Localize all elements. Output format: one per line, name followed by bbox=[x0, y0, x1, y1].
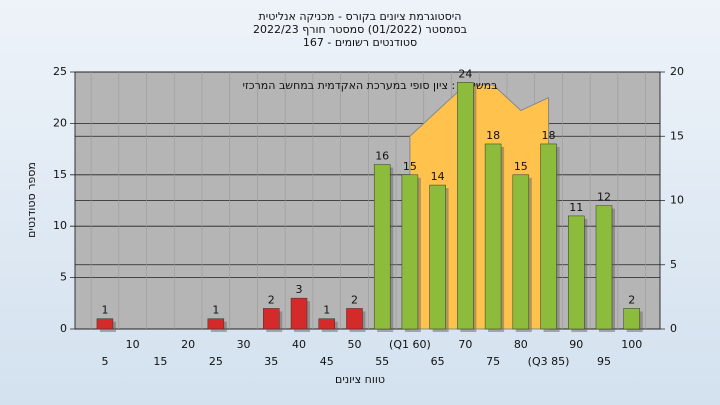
data-label: 2 bbox=[268, 293, 275, 306]
data-label: 2 bbox=[351, 293, 358, 306]
x-tick-label: 45 bbox=[320, 355, 334, 368]
bar bbox=[207, 318, 225, 330]
y2-tick-label: 20 bbox=[670, 65, 684, 78]
y2-tick-label: 5 bbox=[670, 258, 677, 271]
x-tick-label: 10 bbox=[126, 338, 140, 351]
x-tick-label: 25 bbox=[209, 355, 223, 368]
y2-tick-label: 0 bbox=[670, 322, 677, 335]
x-tick-label: (Q3 85) bbox=[528, 355, 570, 368]
bar bbox=[318, 318, 335, 330]
data-label: 2 bbox=[628, 293, 635, 306]
x-tick-label: 55 bbox=[375, 355, 389, 368]
y-tick-label: 5 bbox=[60, 271, 67, 284]
bar bbox=[263, 308, 280, 330]
bar bbox=[540, 143, 557, 330]
x-tick-label: 80 bbox=[514, 338, 528, 351]
data-label: 15 bbox=[514, 160, 528, 173]
data-label: 18 bbox=[486, 129, 500, 142]
data-label: 11 bbox=[569, 201, 583, 214]
data-label: 18 bbox=[542, 129, 556, 142]
bar bbox=[346, 308, 363, 330]
x-tick-label: 100 bbox=[621, 338, 642, 351]
bar bbox=[568, 215, 585, 330]
data-label: 1 bbox=[101, 304, 108, 317]
data-label: 3 bbox=[296, 283, 303, 296]
bar bbox=[595, 205, 613, 330]
x-tick-label: 90 bbox=[569, 338, 583, 351]
x-tick-label: 65 bbox=[431, 355, 445, 368]
bar bbox=[290, 297, 308, 330]
bar bbox=[401, 174, 419, 330]
data-label: 15 bbox=[403, 160, 417, 173]
bar bbox=[96, 318, 114, 330]
bar bbox=[623, 308, 640, 330]
y-tick-label: 20 bbox=[53, 116, 67, 129]
x-tick-label: 35 bbox=[264, 355, 278, 368]
x-tick-label: 50 bbox=[347, 338, 361, 351]
y2-tick-label: 15 bbox=[670, 129, 684, 142]
data-label: 1 bbox=[212, 304, 219, 317]
data-label: 14 bbox=[431, 170, 445, 183]
bar bbox=[429, 184, 446, 330]
x-tick-label: (Q1 60) bbox=[389, 338, 431, 351]
bar bbox=[484, 143, 502, 330]
bar bbox=[373, 164, 391, 330]
title-line: בסמסטר (01/2022) סמסטר חורף 2022/23 bbox=[253, 23, 467, 36]
title-line: היסטוגרמת ציונים בקורס - מכניקה אנליטית bbox=[259, 10, 462, 23]
x-tick-label: 40 bbox=[292, 338, 306, 351]
x-tick-label: 20 bbox=[181, 338, 195, 351]
bar bbox=[512, 174, 530, 330]
x-tick-label: 70 bbox=[458, 338, 472, 351]
y-tick-label: 10 bbox=[53, 219, 67, 232]
y-tick-label: 15 bbox=[53, 168, 67, 181]
y-tick-label: 0 bbox=[60, 322, 67, 335]
data-label: 1 bbox=[323, 304, 330, 317]
bar bbox=[457, 82, 474, 330]
data-label: 12 bbox=[597, 191, 611, 204]
x-tick-label: 75 bbox=[486, 355, 500, 368]
title-line: סטודנטים רשומים - 167 bbox=[303, 36, 417, 49]
x-tick-label: 30 bbox=[237, 338, 251, 351]
x-tick-label: 95 bbox=[597, 355, 611, 368]
y-tick-label: 25 bbox=[53, 65, 67, 78]
data-label: 16 bbox=[375, 150, 389, 163]
y-axis-label: מספר סטודנטים bbox=[25, 162, 38, 238]
x-tick-label: 15 bbox=[153, 355, 167, 368]
data-label: 24 bbox=[458, 67, 472, 80]
y2-tick-label: 10 bbox=[670, 194, 684, 207]
annotation: במשימה : ציון סופי במערכת האקדמית במחשב … bbox=[243, 79, 498, 92]
x-axis-label: טווח ציונים bbox=[335, 373, 385, 386]
x-tick-label: 5 bbox=[101, 355, 108, 368]
